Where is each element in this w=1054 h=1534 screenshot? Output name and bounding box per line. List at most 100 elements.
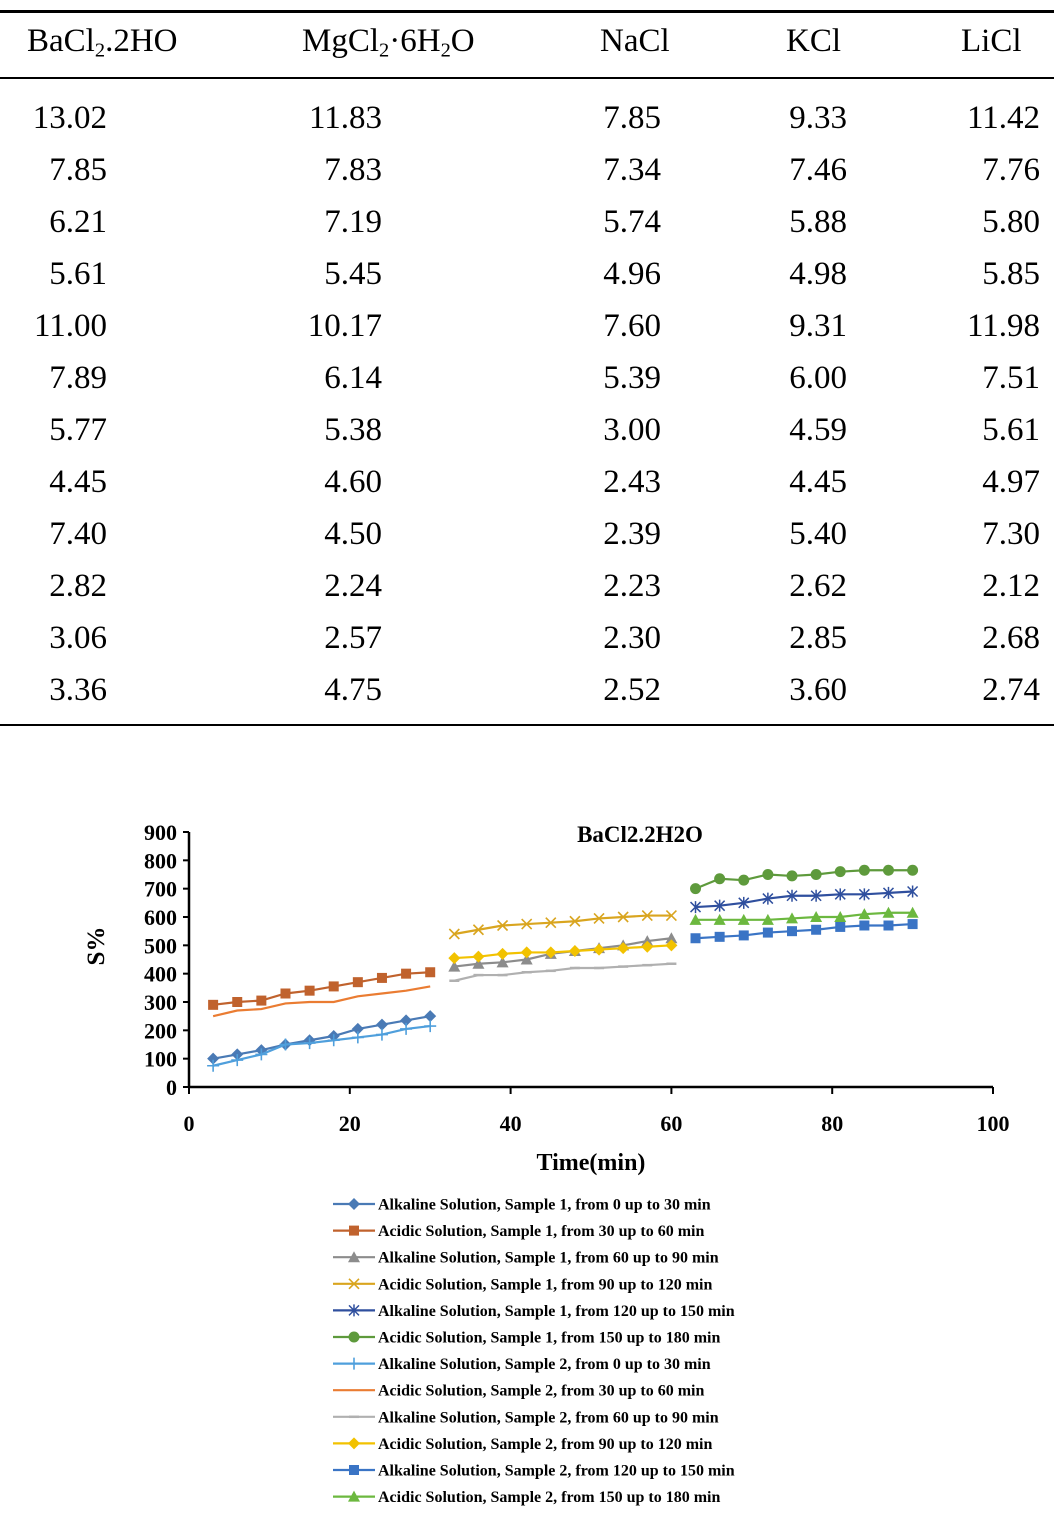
series-12	[689, 906, 919, 925]
data-point	[375, 1018, 388, 1031]
legend-marker	[349, 1225, 359, 1236]
data-point	[232, 997, 243, 1007]
data-point	[811, 924, 822, 935]
table-cell-kcl: 5.88	[789, 204, 847, 240]
table-cell-bacl2: 6.21	[49, 204, 107, 240]
table-cell-mgcl2: 4.50	[324, 516, 382, 552]
data-point	[375, 1028, 388, 1041]
data-point	[448, 952, 461, 965]
data-point	[835, 921, 846, 932]
table-cell-nacl: 7.34	[603, 152, 661, 188]
data-point	[641, 935, 654, 947]
y-tick-label: 100	[144, 1047, 177, 1072]
data-point	[424, 1010, 437, 1023]
data-point	[882, 864, 894, 876]
data-point	[521, 918, 533, 930]
legend-entry-4: Acidic Solution, Sample 1, from 90 up to…	[333, 1276, 713, 1293]
data-point	[858, 888, 870, 901]
data-point	[520, 946, 533, 959]
table-cell-nacl: 5.39	[603, 360, 661, 396]
data-point	[906, 906, 919, 918]
table-cell-licl: 11.98	[966, 308, 1040, 344]
x-tick-label: 60	[660, 1111, 682, 1136]
legend-marker	[348, 1278, 360, 1290]
data-point	[786, 912, 798, 924]
table-cell-bacl2: 7.40	[49, 516, 107, 552]
table-cell-licl: 2.68	[982, 620, 1040, 656]
series-7	[207, 1020, 437, 1072]
line-chart: BaCl2.2H2O S% Time(min) 0100200300400500…	[83, 820, 1010, 1506]
table-cell-bacl2: 5.61	[49, 256, 107, 292]
column-header-mgcl2: MgCl2·6H2O	[302, 22, 475, 62]
data-point	[256, 995, 267, 1006]
y-tick-label: 400	[144, 962, 177, 987]
table-cell-mgcl2: 5.38	[324, 412, 382, 448]
series-line	[454, 914, 672, 936]
data-point	[617, 942, 630, 955]
chart-axes: 0 100 200 300 400 500 600 700 800 900 0 20 40 60 80 100	[144, 820, 1010, 1136]
table-cell-mgcl2: 2.57	[324, 620, 382, 656]
data-point	[472, 957, 485, 969]
x-tick-label: 20	[339, 1111, 361, 1136]
legend-entry-10: Acidic Solution, Sample 2, from 90 up to…	[333, 1436, 713, 1453]
data-point	[689, 901, 702, 914]
legend-entry-3: Alkaline Solution, Sample 1, from 60 up …	[333, 1250, 719, 1267]
table-cell-kcl: 4.45	[789, 464, 847, 500]
table-cell-licl: 5.80	[982, 204, 1040, 240]
data-point	[665, 932, 678, 944]
data-point	[400, 1014, 413, 1027]
data-point	[568, 945, 581, 957]
data-point	[496, 919, 509, 932]
chart-title: BaCl2.2H2O	[577, 822, 703, 847]
legend-entry-7: Alkaline Solution, Sample 2, from 0 up t…	[333, 1356, 711, 1373]
data-point	[859, 920, 870, 931]
table-cell-mgcl2: 7.83	[324, 152, 382, 188]
data-point	[303, 1037, 316, 1050]
y-tick-label: 200	[144, 1018, 177, 1043]
table-cell-licl: 2.12	[982, 568, 1040, 604]
data-point	[280, 988, 291, 999]
series-line	[212, 1024, 431, 1067]
data-point	[883, 920, 894, 931]
table-cell-bacl2: 4.45	[49, 464, 107, 500]
legend-label: Acidic Solution, Sample 2, from 90 up to…	[378, 1436, 713, 1453]
header-text: KCl	[786, 23, 842, 59]
data-point	[738, 874, 750, 886]
data-point	[738, 896, 750, 909]
data-point	[641, 910, 653, 922]
table-cell-licl: 7.51	[982, 360, 1040, 396]
table-cell-bacl2: 5.77	[49, 412, 107, 448]
header-subscript: 2	[379, 39, 390, 62]
table-cell-nacl: 2.52	[603, 672, 661, 708]
data-point	[641, 940, 654, 953]
table-cell-bacl2: 7.85	[49, 152, 107, 188]
y-axis-label: S%	[83, 927, 110, 966]
data-point	[810, 889, 822, 902]
legend-entry-11: Alkaline Solution, Sample 2, from 120 up…	[333, 1463, 735, 1480]
table-cell-mgcl2: 11.83	[308, 100, 382, 136]
data-point	[665, 939, 678, 952]
data-point	[737, 913, 750, 925]
data-point	[520, 953, 533, 965]
data-point	[448, 928, 460, 940]
series-8	[212, 985, 431, 1018]
table-cell-licl: 7.30	[982, 516, 1040, 552]
legend-marker	[349, 1465, 359, 1475]
legend-label: Alkaline Solution, Sample 2, from 60 up …	[378, 1409, 719, 1426]
data-point	[593, 943, 606, 956]
table-top-rule	[0, 10, 1054, 13]
data-point	[207, 1052, 220, 1065]
data-point	[351, 1031, 364, 1044]
table-cell-kcl: 9.33	[789, 100, 847, 136]
series-5	[689, 885, 919, 914]
chart-legend: Alkaline Solution, Sample 1, from 0 up t…	[333, 1197, 735, 1506]
table-cell-licl: 11.42	[966, 100, 1040, 136]
table-cell-bacl2: 7.89	[49, 360, 107, 396]
data-point	[279, 1038, 292, 1051]
y-tick-label: 300	[144, 990, 177, 1015]
table-cell-bacl2: 11.00	[33, 308, 107, 344]
series-line	[695, 922, 913, 940]
series-1	[207, 1010, 437, 1065]
data-point	[569, 915, 581, 927]
data-point	[207, 1059, 220, 1072]
